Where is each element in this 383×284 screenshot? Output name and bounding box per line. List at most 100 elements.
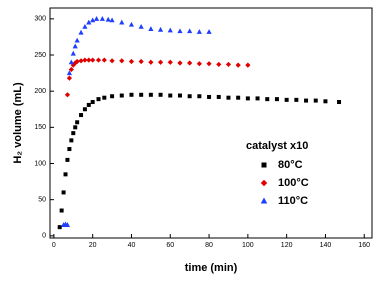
y-tick-label: 250 [34, 52, 46, 59]
marker [90, 57, 96, 63]
marker [168, 93, 173, 98]
marker [226, 95, 231, 100]
marker [68, 59, 74, 65]
marker [187, 94, 192, 99]
marker [245, 62, 251, 68]
marker [105, 16, 111, 22]
x-tick-label: 80 [205, 242, 213, 249]
marker [304, 98, 309, 103]
marker [235, 62, 241, 68]
marker [96, 97, 101, 102]
x-tick-label: 120 [281, 242, 293, 249]
marker [69, 138, 74, 143]
x-tick-label: 20 [89, 242, 97, 249]
marker [102, 95, 107, 100]
marker [274, 97, 279, 102]
marker [90, 100, 95, 105]
marker [79, 113, 84, 118]
marker [109, 17, 115, 23]
marker [167, 27, 173, 33]
marker [284, 97, 289, 102]
x-tick-label: 0 [52, 242, 56, 249]
marker [66, 70, 72, 76]
marker [74, 37, 80, 43]
marker [67, 147, 72, 152]
legend-label: 100°C [278, 177, 309, 189]
y-axis-title: H₂ volume (mL) [12, 82, 24, 164]
marker [206, 61, 212, 67]
marker [177, 28, 183, 34]
marker [138, 24, 144, 29]
marker [82, 57, 88, 63]
marker [73, 125, 78, 130]
marker [129, 92, 134, 97]
marker [225, 61, 232, 68]
marker [294, 97, 299, 102]
marker [86, 102, 91, 107]
legend-marker [260, 197, 268, 204]
legend-marker [260, 179, 268, 187]
y-tick-label: 100 [34, 160, 46, 167]
marker [59, 208, 64, 213]
marker [196, 61, 202, 67]
marker [148, 59, 154, 65]
marker [139, 92, 144, 97]
marker [66, 75, 72, 81]
marker [75, 120, 80, 125]
marker [148, 26, 154, 31]
x-tick-label: 40 [128, 242, 136, 249]
marker [207, 94, 212, 99]
legend-label: 110°C [278, 195, 308, 207]
marker [313, 98, 318, 103]
marker [64, 92, 71, 98]
plot-frame [49, 7, 373, 239]
marker [187, 60, 193, 66]
marker [197, 94, 202, 99]
marker [177, 60, 183, 66]
legend-label: 80°C [278, 159, 303, 171]
legend-title: catalyst x10 [246, 140, 308, 152]
marker [119, 93, 124, 98]
y-tick-label: 0 [42, 233, 46, 240]
marker [82, 107, 87, 112]
marker [236, 95, 241, 100]
marker [119, 58, 125, 64]
marker [65, 157, 70, 162]
marker [216, 94, 221, 99]
y-tick-label: 50 [38, 197, 46, 204]
marker [90, 17, 96, 23]
marker [128, 58, 135, 65]
marker [78, 29, 84, 35]
marker [78, 58, 84, 64]
marker [95, 57, 102, 63]
marker [109, 58, 115, 64]
marker [119, 19, 125, 25]
marker [196, 29, 202, 34]
x-tick-label: 100 [242, 242, 254, 249]
marker [82, 24, 88, 29]
marker [157, 26, 164, 32]
legend-marker [261, 162, 267, 168]
y-tick-label: 200 [34, 88, 46, 95]
marker [110, 94, 115, 99]
y-tick-label: 300 [34, 16, 46, 23]
marker [158, 92, 163, 97]
marker [61, 190, 66, 195]
marker [245, 96, 250, 101]
marker [99, 16, 105, 21]
marker [255, 96, 260, 101]
marker [323, 99, 328, 104]
marker [64, 222, 71, 227]
marker [68, 66, 74, 73]
marker [70, 50, 76, 56]
marker [93, 16, 100, 21]
marker [216, 61, 222, 68]
marker [101, 57, 107, 63]
marker [337, 100, 342, 105]
marker [86, 19, 92, 25]
marker [57, 225, 62, 230]
marker [128, 21, 135, 27]
marker [187, 28, 193, 34]
